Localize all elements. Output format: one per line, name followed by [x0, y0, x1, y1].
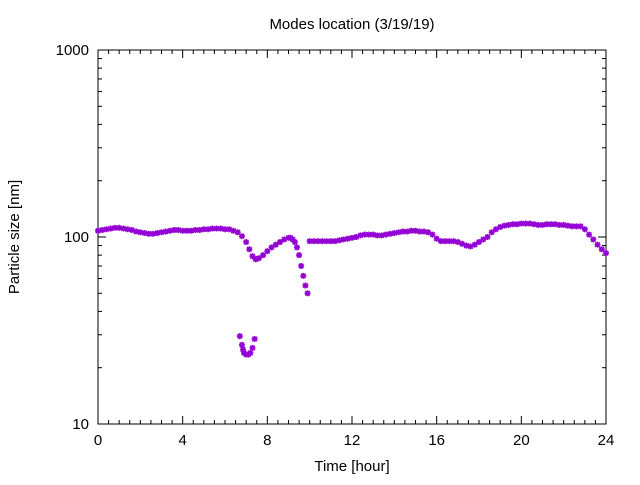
- x-tick-label: 4: [178, 432, 186, 449]
- data-point: [300, 272, 307, 279]
- y-axis-label: Particle size [nm]: [6, 180, 23, 294]
- data-point: [293, 244, 300, 251]
- data-point: [450, 238, 457, 245]
- data-point: [213, 225, 220, 232]
- y-axis-ticks: 10 100 1000: [56, 42, 606, 433]
- y-tick-label: 1000: [56, 42, 89, 59]
- x-tick-label: 16: [428, 432, 445, 449]
- data-point: [251, 335, 258, 342]
- data-point: [291, 239, 298, 246]
- data-point: [429, 231, 436, 238]
- data-point: [246, 246, 253, 253]
- data-point: [365, 231, 372, 238]
- x-axis-label: Time [hour]: [314, 458, 389, 475]
- y-tick-label: 100: [64, 229, 89, 246]
- data-point: [484, 234, 491, 240]
- x-tick-label: 20: [513, 432, 530, 449]
- data-point: [476, 239, 482, 246]
- chart-title: Modes location (3/19/19): [269, 16, 434, 33]
- data-point: [603, 250, 609, 257]
- data-point: [234, 229, 241, 236]
- data-point: [306, 238, 313, 245]
- x-tick-label: 12: [344, 432, 361, 449]
- data-point: [471, 241, 478, 248]
- x-tick-label: 8: [263, 432, 271, 449]
- data-point: [552, 221, 559, 228]
- data-point: [586, 231, 593, 238]
- data-point: [247, 349, 254, 356]
- x-tick-label: 24: [598, 432, 615, 449]
- data-point: [238, 233, 245, 240]
- data-point: [374, 232, 381, 239]
- data-point: [238, 341, 245, 348]
- data-point: [236, 333, 243, 340]
- x-tick-label: 0: [94, 432, 102, 449]
- data-points: [95, 220, 609, 358]
- data-point: [298, 262, 305, 269]
- data-point: [488, 229, 495, 236]
- data-point: [598, 246, 605, 253]
- data-point: [304, 290, 311, 297]
- data-point: [514, 221, 521, 228]
- data-point: [268, 244, 275, 251]
- data-point: [594, 241, 601, 248]
- x-axis-ticks: 0 4 8 12 16 20 24: [94, 50, 615, 449]
- data-point: [272, 241, 279, 248]
- data-point: [327, 238, 334, 245]
- data-point: [277, 239, 284, 246]
- data-point: [547, 221, 554, 228]
- data-point: [260, 252, 267, 259]
- data-point: [577, 223, 584, 230]
- data-point: [243, 239, 250, 246]
- data-point: [222, 226, 228, 233]
- data-point: [296, 252, 303, 259]
- data-point: [480, 236, 487, 243]
- data-point: [556, 221, 563, 228]
- data-point: [590, 236, 597, 243]
- data-point: [433, 235, 440, 242]
- y-tick-label: 10: [72, 416, 89, 433]
- data-point: [302, 282, 309, 289]
- data-point: [581, 226, 588, 233]
- data-point: [425, 229, 432, 236]
- data-point: [249, 344, 256, 351]
- data-point: [382, 231, 389, 238]
- data-point: [264, 248, 271, 255]
- data-point: [416, 228, 423, 235]
